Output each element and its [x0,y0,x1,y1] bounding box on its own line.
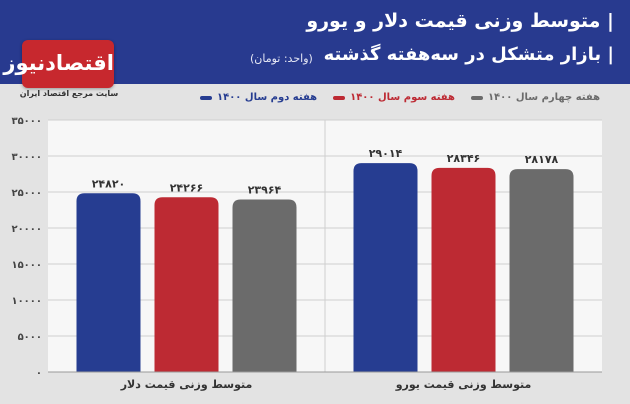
y-tick-label: ۰ [36,368,42,379]
logo: اقتصادنیوز [3,40,114,88]
data-label: ۲۹۰۱۴ [369,147,403,160]
y-tick-label: ۲۵۰۰۰ [11,188,42,199]
bar [431,167,496,372]
bar [232,199,297,372]
y-tick-label: ۲۰۰۰۰ [11,224,42,235]
x-category-label: متوسط وزنی قیمت یورو [395,378,532,391]
data-label: ۲۸۱۷۸ [525,153,559,166]
y-tick-label: ۱۰۰۰۰ [11,296,42,307]
legend-label-week3: هفته سوم سال ۱۴۰۰ [350,92,455,103]
x-category-label: متوسط وزنی قیمت دلار [120,378,253,391]
y-tick-label: ۱۵۰۰۰ [11,260,42,271]
bar [509,169,574,372]
chart-title: | متوسط وزنی قیمت دلار و یورو [306,10,614,32]
data-label: ۲۴۲۶۶ [170,181,204,194]
y-tick-label: ۳۰۰۰۰ [11,152,42,163]
legend-label-week4: هفته چهارم سال ۱۴۰۰ [487,92,600,103]
legend-item-week4: هفته چهارم سال ۱۴۰۰ [470,92,600,103]
logo-tagline: سایت مرجع اقتصاد ایران [19,89,119,98]
bar [154,197,219,372]
data-label: ۲۴۸۲۰ [92,177,126,190]
data-label: ۲۳۹۶۴ [248,183,282,196]
legend-item-week3: هفته سوم سال ۱۴۰۰ [333,92,455,103]
y-tick-label: ۳۵۰۰۰ [11,116,42,127]
legend-swatch-week4 [470,95,483,100]
legend: هفته دوم سال ۱۴۰۰ هفته سوم سال ۱۴۰۰ هفته… [200,92,600,103]
y-tick-label: ۵۰۰۰ [18,332,42,343]
legend-label-week2: هفته دوم سال ۱۴۰۰ [217,92,318,103]
bar [353,163,418,372]
legend-item-week2: هفته دوم سال ۱۴۰۰ [200,92,317,103]
bar [76,193,141,372]
data-label: ۲۸۳۴۶ [447,152,481,165]
unit-label: (واحد: تومان) [250,52,313,65]
chart-subtitle: | بازار متشکل در سه‌هفته گذشته [323,44,614,65]
legend-swatch-week3 [333,95,346,100]
legend-swatch-week2 [200,95,212,100]
